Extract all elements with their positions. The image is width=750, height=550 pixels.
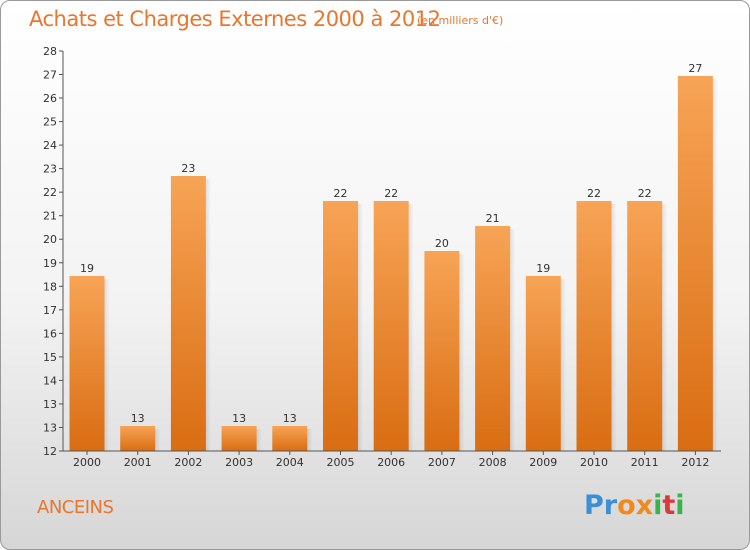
y-tick-label: 26 xyxy=(43,92,57,105)
bar-shadow xyxy=(510,229,516,451)
bar-2003 xyxy=(221,426,257,451)
bar-shadow xyxy=(155,429,161,451)
y-axis: 12 13 13 14 15 16 17 18 19 20 21 22 23 24 25 26 27 28 xyxy=(43,45,64,458)
chart-title: Achats et Charges Externes 2000 à 2012 xyxy=(29,7,441,31)
bar-2010 xyxy=(576,201,612,451)
logo-letter: i xyxy=(675,490,685,521)
bar-2008 xyxy=(475,226,511,451)
bar-2001 xyxy=(120,426,156,451)
logo-letter: o xyxy=(617,490,636,521)
y-tick-label: 12 xyxy=(43,445,57,458)
y-tick-label: 21 xyxy=(43,210,57,223)
bar-shadow xyxy=(712,79,718,451)
y-tick-label: 20 xyxy=(43,233,57,246)
bar-2011 xyxy=(627,201,663,451)
logo-letter: P xyxy=(584,490,604,521)
data-label: 22 xyxy=(587,187,601,200)
commune-name: ANCEINS xyxy=(37,497,114,518)
y-tick-label: 28 xyxy=(43,45,57,58)
data-label: 22 xyxy=(384,187,398,200)
proxiti-logo: Proxiti xyxy=(584,490,685,521)
x-tick-label: 2008 xyxy=(479,456,507,469)
x-tick-label: 2003 xyxy=(225,456,253,469)
data-label: 22 xyxy=(638,187,652,200)
x-tick-label: 2002 xyxy=(174,456,202,469)
y-tick-label: 16 xyxy=(43,327,57,340)
bar-2012 xyxy=(677,76,713,451)
y-tick-label: 13 xyxy=(43,421,57,434)
y-tick-label: 22 xyxy=(43,186,57,199)
logo-letter: x xyxy=(635,490,654,521)
data-label: 21 xyxy=(486,212,500,225)
bar-2005 xyxy=(323,201,358,451)
bar-shadow xyxy=(358,204,363,451)
y-tick-label: 15 xyxy=(43,351,57,364)
bar-2002 xyxy=(170,176,206,451)
y-tick-label: 25 xyxy=(43,116,57,129)
y-tick-label: 18 xyxy=(43,280,57,293)
x-tick-label: 2004 xyxy=(276,456,304,469)
data-label: 22 xyxy=(334,187,348,200)
y-tick-label: 27 xyxy=(43,69,57,82)
x-tick-label: 2009 xyxy=(529,456,557,469)
data-label: 19 xyxy=(536,262,550,275)
bar-shadow xyxy=(611,204,617,451)
x-tick-label: 2001 xyxy=(124,456,152,469)
data-label: 23 xyxy=(181,162,195,175)
bar-2004 xyxy=(272,426,308,451)
bar-shadow xyxy=(560,279,566,451)
bar-shadow xyxy=(256,429,262,451)
bar-shadow xyxy=(104,279,110,451)
bar-2007 xyxy=(424,251,460,451)
bar-2009 xyxy=(525,276,561,451)
y-tick-label: 19 xyxy=(43,257,57,270)
data-label: 13 xyxy=(283,412,297,425)
logo-letter: i xyxy=(653,490,663,521)
x-tick-label: 2010 xyxy=(580,456,608,469)
logo-letter: t xyxy=(662,490,676,521)
logo-letter: r xyxy=(603,490,618,521)
data-label: 13 xyxy=(232,412,246,425)
x-tick-label: 2005 xyxy=(327,456,355,469)
bar-shadow xyxy=(662,204,668,451)
bar-shadow xyxy=(408,204,414,451)
bar-shadow xyxy=(307,429,313,451)
x-tick-label: 2006 xyxy=(377,456,405,469)
y-tick-label: 14 xyxy=(43,374,57,387)
bar-shadow xyxy=(205,179,211,451)
data-label: 13 xyxy=(131,412,145,425)
data-label: 20 xyxy=(435,237,449,250)
bar-2006 xyxy=(373,201,409,451)
bar-shadow xyxy=(459,254,465,451)
y-tick-label: 17 xyxy=(43,304,57,317)
x-tick-label: 2012 xyxy=(681,456,709,469)
chart-unit: (en milliers d'€) xyxy=(417,14,504,27)
data-label: 27 xyxy=(688,62,702,75)
y-tick-label: 23 xyxy=(43,163,57,176)
x-tick-label: 2007 xyxy=(428,456,456,469)
bars: 19 13 23 13 13 22 22 20 21 19 22 22 27 xyxy=(69,62,718,451)
x-tick-label: 2000 xyxy=(73,456,101,469)
data-label: 19 xyxy=(80,262,94,275)
x-tick-label: 2011 xyxy=(631,456,659,469)
x-axis: 2000 2001 2002 2003 2004 2005 2006 2007 2008 2009… xyxy=(63,450,721,469)
bar-2000 xyxy=(69,276,105,451)
y-tick-label: 13 xyxy=(43,398,57,411)
y-tick-label: 24 xyxy=(43,139,57,152)
